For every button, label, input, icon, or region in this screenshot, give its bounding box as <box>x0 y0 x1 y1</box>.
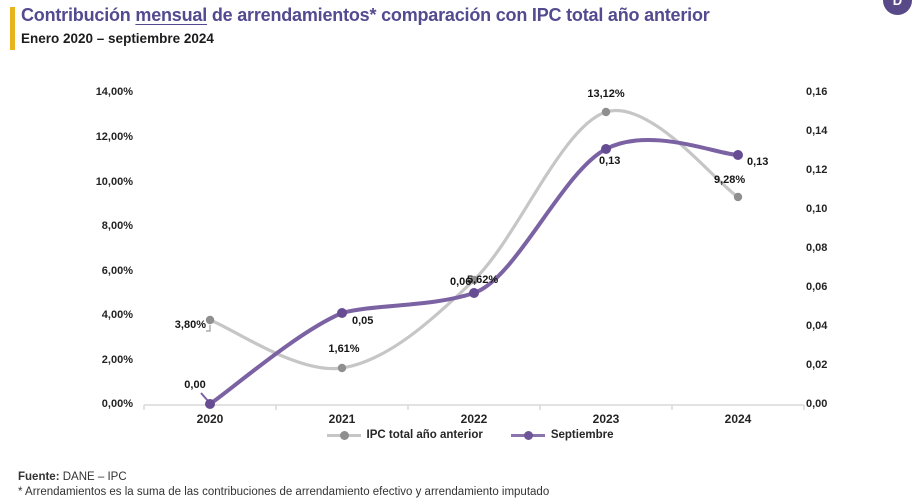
subtitle: Enero 2020 – septiembre 2024 <box>21 31 214 46</box>
dane-logo-icon: D <box>883 0 912 15</box>
right-axis-tick: 0,00 <box>806 398 828 410</box>
data-label-ipc-2023: 13,12% <box>587 88 625 100</box>
right-axis-tick: 0,10 <box>806 203 828 215</box>
chart-legend: IPC total año anterior Septiembre <box>140 429 800 441</box>
left-axis-tick: 12,00% <box>95 131 133 143</box>
data-label-septiembre-2023: 0,13 <box>599 155 621 167</box>
data-label-septiembre-2024: 0,13 <box>747 156 769 168</box>
source-value: DANE – IPC <box>62 471 127 483</box>
data-label-septiembre-2020: 0,00 <box>184 379 206 391</box>
title-accent-bar <box>10 7 15 50</box>
x-axis-ticks <box>143 405 805 410</box>
series-line-septiembre <box>208 138 740 406</box>
title-part3: de arrendamientos* comparación con IPC t… <box>207 5 710 25</box>
right-axis-tick: 0,02 <box>806 359 828 371</box>
left-axis-tick: 14,00% <box>95 86 133 98</box>
title-underlined-word: mensual <box>135 5 208 25</box>
legend-item-septiembre: Septiembre <box>510 429 614 441</box>
title-part1: Contribución <box>21 5 136 25</box>
data-label-septiembre-2021: 0,05 <box>352 315 374 327</box>
right-axis-tick: 0,14 <box>806 125 828 137</box>
leader-line-ipc-2020 <box>206 325 211 332</box>
x-axis-label-2024: 2024 <box>724 412 752 426</box>
left-axis-tick: 10,00% <box>95 176 133 188</box>
dane-logo-letter: D <box>892 0 903 8</box>
legend-label-ipc: IPC total año anterior <box>366 429 483 441</box>
footnote: * Arrendamientos es la suma de las contr… <box>18 486 550 498</box>
right-axis-tick: 0,06 <box>806 281 828 293</box>
series-markers-ipc <box>205 107 743 373</box>
source-line: Fuente: DANE – IPC <box>18 471 549 483</box>
page-title: Contribución mensual de arrendamientos* … <box>21 5 710 26</box>
x-axis-label-2021: 2021 <box>328 412 356 426</box>
x-axis-label-2022: 2022 <box>460 412 488 426</box>
right-axis-tick: 0,16 <box>806 86 828 98</box>
x-axis-label-2020: 2020 <box>196 412 224 426</box>
series-line-ipc <box>208 108 740 371</box>
data-label-septiembre-2022: 0,06 <box>450 276 472 288</box>
left-axis-tick: 0,00% <box>101 398 133 410</box>
legend-label-septiembre: Septiembre <box>550 429 614 441</box>
left-axis-tick: 8,00% <box>101 220 133 232</box>
series-markers-septiembre <box>205 144 743 409</box>
legend-line-icon-ipc <box>326 430 361 440</box>
source-label: Fuente: <box>18 471 60 483</box>
legend-item-ipc: IPC total año anterior <box>326 429 483 441</box>
data-label-ipc-2020: 3,80% <box>174 319 206 331</box>
data-label-ipc-2024: 9,28% <box>714 174 746 186</box>
x-axis-label-2023: 2023 <box>592 412 620 426</box>
left-axis-tick: 4,00% <box>101 309 133 321</box>
left-axis-tick: 6,00% <box>101 265 133 277</box>
leader-line-septiembre-2020 <box>200 392 209 402</box>
data-label-ipc-2021: 1,61% <box>328 343 360 355</box>
right-axis-tick: 0,08 <box>806 242 828 254</box>
right-axis-tick: 0,04 <box>806 320 828 332</box>
right-axis-tick: 0,12 <box>806 164 828 176</box>
data-label-ipc-2022: 5,62% <box>467 274 499 286</box>
legend-line-icon-septiembre <box>510 430 545 440</box>
left-axis-tick: 2,00% <box>101 354 133 366</box>
footer: Fuente: DANE – IPC * Arrendamientos es l… <box>18 471 549 498</box>
